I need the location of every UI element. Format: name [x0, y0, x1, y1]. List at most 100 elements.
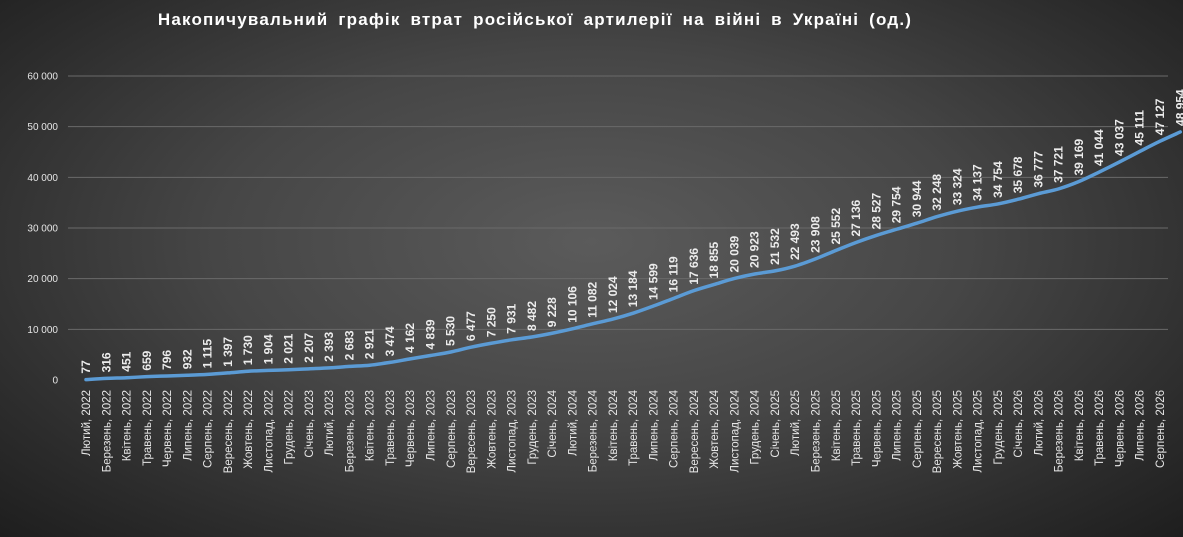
x-tick-label: Березень, 2026 [1054, 390, 1066, 472]
x-tick-label: Березень, 2025 [811, 390, 823, 472]
data-label: 48 954 [1173, 89, 1183, 126]
data-labels: 77 316 451 659 796 932 1 115 1 397 1 730 1 904 2 0… [79, 89, 1183, 374]
data-label: 2 683 [342, 330, 356, 360]
data-label: 2 207 [302, 332, 316, 362]
data-label: 5 530 [444, 316, 458, 346]
data-label: 932 [180, 349, 194, 369]
data-label: 16 119 [667, 256, 681, 292]
x-tick-label: Вересень, 2022 [223, 390, 235, 473]
x-tick-label: Січень, 2023 [304, 390, 316, 458]
x-tick-label: Травень, 2022 [142, 390, 154, 466]
x-tick-label: Листопад, 2022 [263, 390, 275, 473]
data-label: 35 678 [1011, 156, 1025, 193]
x-tick-label: Лютий, 2026 [1033, 390, 1045, 456]
data-label: 7 250 [484, 307, 498, 337]
data-label: 2 393 [322, 332, 336, 362]
y-tick-label: 60 000 [27, 72, 58, 83]
data-label: 41 044 [1092, 129, 1106, 166]
x-tick-label: Листопад, 2023 [507, 390, 519, 473]
data-label: 20 039 [727, 235, 741, 272]
x-tick-label: Січень, 2025 [770, 390, 782, 458]
data-label: 32 248 [930, 174, 944, 211]
x-tick-label: Лютий, 2022 [81, 390, 93, 456]
data-label: 23 908 [809, 216, 823, 253]
data-label: 45 111 [1133, 110, 1147, 146]
x-tick-label: Червень, 2026 [1114, 390, 1126, 467]
x-tick-label: Березень, 2022 [101, 390, 113, 472]
x-tick-label: Серпень, 2023 [446, 390, 458, 468]
series-line-path [84, 130, 1183, 382]
data-label: 316 [99, 352, 113, 372]
gridlines [68, 75, 1168, 330]
data-label: 12 024 [606, 276, 620, 313]
data-label: 4 162 [403, 323, 417, 353]
data-label: 1 397 [221, 337, 235, 367]
x-tick-label: Березень, 2023 [344, 390, 356, 472]
x-tick-label: Серпень, 2026 [1155, 390, 1167, 468]
x-tick-label: Березень, 2024 [588, 389, 600, 472]
data-label: 17 636 [687, 248, 701, 285]
data-label: 36 777 [1031, 151, 1045, 188]
chart-title: Накопичувальний графік втрат російської … [157, 10, 913, 29]
data-label: 659 [140, 350, 154, 370]
data-label: 3 474 [383, 326, 397, 356]
data-label: 37 721 [1052, 146, 1066, 183]
x-tick-label: Грудень, 2025 [993, 390, 1005, 465]
data-label: 8 482 [525, 301, 539, 331]
x-tick-label: Серпень, 2024 [669, 389, 681, 468]
x-tick-label: Жовтень, 2025 [952, 390, 964, 469]
data-label: 28 527 [869, 192, 883, 229]
data-label: 796 [160, 350, 174, 370]
data-label: 1 115 [201, 339, 215, 369]
data-label: 7 931 [505, 303, 519, 333]
data-label: 10 106 [565, 286, 579, 323]
x-tick-label: Лютий, 2025 [790, 390, 802, 456]
x-tick-label: Травень, 2024 [628, 389, 640, 465]
y-tick-label: 50 000 [27, 122, 58, 133]
data-label: 47 127 [1153, 98, 1167, 135]
data-label: 34 137 [971, 164, 985, 201]
x-tick-label: Травень, 2023 [385, 390, 397, 466]
data-label: 4 839 [423, 319, 437, 349]
data-label: 14 599 [646, 263, 660, 300]
x-tick-label: Січень, 2026 [1013, 390, 1025, 458]
x-tick-label: Жовтень, 2022 [243, 390, 255, 469]
data-label: 13 184 [626, 270, 640, 307]
x-tick-label: Травень, 2025 [851, 390, 863, 466]
x-tick-label: Грудень, 2022 [284, 390, 296, 465]
data-label: 2 021 [282, 333, 296, 363]
y-tick-label: 0 [52, 376, 58, 387]
x-tick-label: Липень, 2025 [892, 390, 904, 461]
x-tick-label: Грудень, 2024 [750, 389, 762, 464]
y-tick-label: 10 000 [27, 325, 58, 336]
data-label: 2 921 [363, 329, 377, 359]
data-label: 34 754 [991, 161, 1005, 198]
data-label: 1 730 [241, 335, 255, 365]
data-label: 25 552 [829, 208, 843, 245]
x-tick-label: Грудень, 2023 [527, 390, 539, 465]
x-tick-label: Листопад, 2025 [973, 390, 985, 473]
data-label: 1 904 [261, 334, 275, 364]
x-tick-label: Вересень, 2025 [932, 390, 944, 473]
data-label: 77 [79, 360, 93, 374]
x-tick-label: Січень, 2024 [547, 389, 559, 457]
x-tick-label: Липень, 2022 [182, 390, 194, 461]
x-tick-label: Квітень, 2024 [608, 389, 620, 461]
x-tick-label: Квітень, 2023 [365, 390, 377, 461]
x-tick-label: Травень, 2026 [1094, 390, 1106, 466]
data-label: 33 324 [950, 168, 964, 205]
x-tick-label: Липень, 2024 [648, 389, 660, 461]
x-tick-label: Червень, 2023 [405, 390, 417, 467]
x-tick-label: Листопад, 2024 [729, 389, 741, 472]
x-tick-label: Серпень, 2025 [912, 390, 924, 468]
data-label: 39 169 [1072, 139, 1086, 176]
x-tick-label: Квітень, 2025 [831, 390, 843, 461]
x-tick-label: Лютий, 2023 [324, 390, 336, 456]
x-axis-ticks: Лютий, 2022 Березень, 2022 Квітень, 2022 Тр… [81, 389, 1167, 473]
x-tick-label: Лютий, 2024 [567, 389, 579, 456]
x-tick-label: Квітень, 2026 [1074, 390, 1086, 461]
data-label: 27 136 [849, 199, 863, 236]
x-tick-label: Вересень, 2024 [689, 389, 701, 473]
y-tick-label: 20 000 [27, 274, 58, 285]
